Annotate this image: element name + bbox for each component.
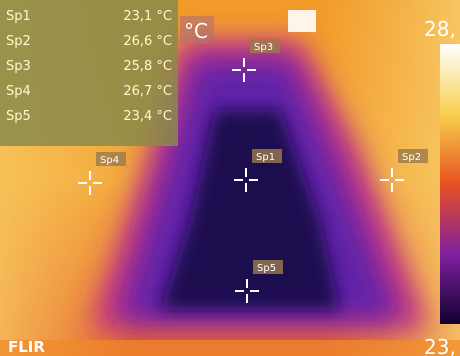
spot-name: Sp1 bbox=[6, 9, 31, 24]
spot-reading: 25,8 °C bbox=[123, 59, 172, 74]
marker-label: Sp3 bbox=[254, 42, 273, 53]
scale-max: 28, bbox=[424, 17, 456, 41]
spot-reading: 26,6 °C bbox=[123, 34, 172, 49]
spot-name: Sp3 bbox=[6, 59, 31, 74]
scale-min: 23, bbox=[424, 335, 456, 356]
marker-label: Sp1 bbox=[256, 152, 275, 163]
spot-reading: 23,4 °C bbox=[123, 109, 172, 124]
window-light bbox=[288, 10, 316, 32]
logo: FLIR bbox=[8, 338, 45, 356]
spot-name: Sp4 bbox=[6, 84, 31, 99]
color-scale bbox=[440, 44, 460, 324]
floor bbox=[0, 340, 460, 356]
thermal-view: Sp1 23,1 °C Sp2 26,6 °C Sp3 25,8 °C Sp4 26,7 °C… bbox=[0, 0, 460, 356]
marker-label: Sp5 bbox=[257, 263, 276, 274]
spot-reading: 23,1 °C bbox=[123, 9, 172, 24]
spot-name: Sp5 bbox=[6, 109, 31, 124]
spot-reading: 26,7 °C bbox=[123, 84, 172, 99]
spot-name: Sp2 bbox=[6, 34, 31, 49]
marker-label: Sp4 bbox=[100, 155, 119, 166]
page: {"spots": [ {"name": "Sp1", "reading": "… bbox=[0, 0, 460, 356]
unit: °C bbox=[184, 19, 208, 43]
marker-label: Sp2 bbox=[402, 152, 421, 163]
